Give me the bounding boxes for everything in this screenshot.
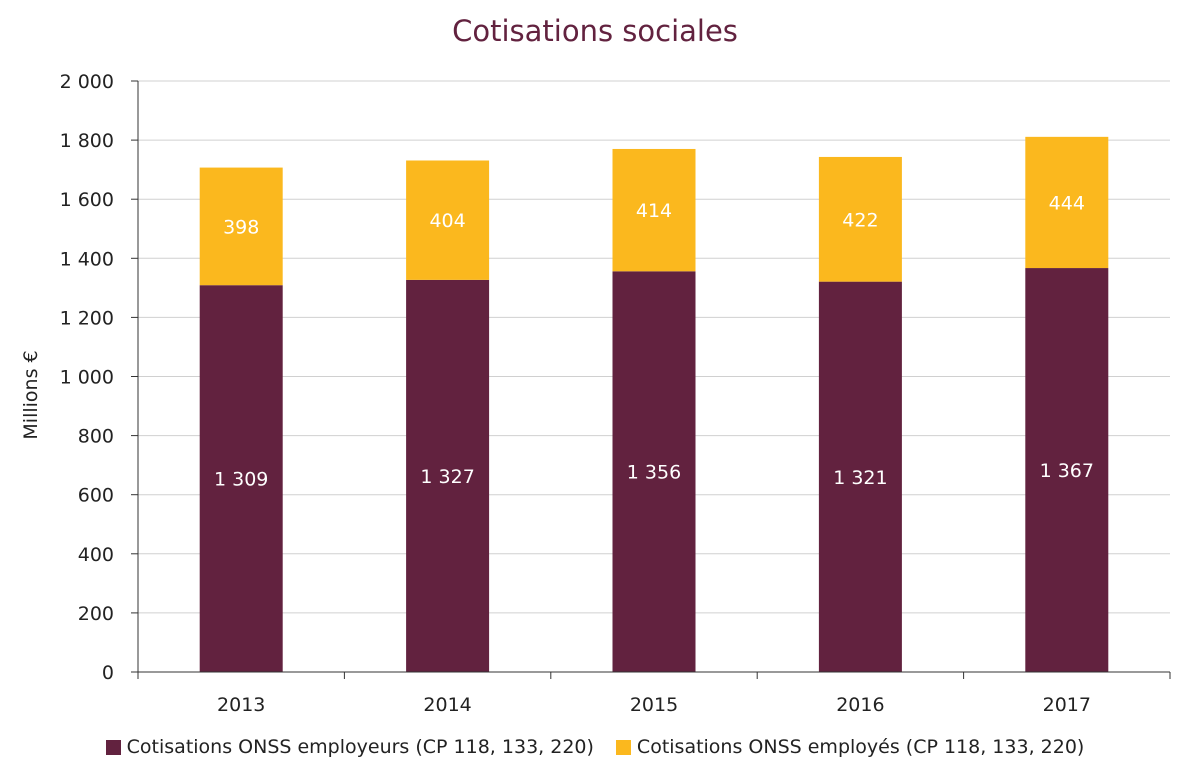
legend-label-employeurs: Cotisations ONSS employeurs (CP 118, 133… — [126, 736, 594, 758]
bars — [199, 136, 1109, 672]
bar-employes-2013 — [199, 167, 283, 286]
x-tick-label: 2015 — [630, 694, 678, 716]
data-label: 444 — [1049, 192, 1085, 214]
y-tick-label: 1 600 — [60, 189, 114, 211]
legend-swatch-employes — [615, 739, 631, 755]
data-label: 422 — [842, 209, 878, 231]
data-label: 1 309 — [214, 469, 268, 491]
y-tick-label: 1 800 — [60, 130, 114, 152]
x-tick-label: 2016 — [836, 694, 884, 716]
bar-employes-2015 — [612, 148, 696, 272]
y-tick-label: 800 — [78, 426, 114, 448]
bar-employeurs-2017 — [1025, 268, 1109, 672]
y-tick-label: 2 000 — [60, 71, 114, 93]
legend-item-employes: Cotisations ONSS employés (CP 118, 133, … — [615, 736, 1085, 758]
bar-employeurs-2013 — [199, 285, 283, 672]
x-tick-label: 2014 — [423, 694, 471, 716]
y-tick-label: 200 — [78, 603, 114, 625]
bar-employeurs-2016 — [818, 281, 902, 672]
x-tick-label: 2013 — [217, 694, 265, 716]
chart-title: Cotisations sociales — [452, 14, 738, 48]
bar-employes-2017 — [1025, 136, 1109, 269]
data-label: 404 — [429, 210, 465, 232]
y-tick-label: 600 — [78, 485, 114, 507]
legend-label-employes: Cotisations ONSS employés (CP 118, 133, … — [636, 736, 1085, 758]
bar-employeurs-2014 — [406, 279, 490, 672]
y-tick-label: 1 000 — [60, 367, 114, 389]
data-labels: 1 309 398 1 327 404 1 356 414 1 321 422 1 367 444 — [214, 192, 1094, 490]
y-tick-label: 1 200 — [60, 307, 114, 329]
y-axis-title: Millions € — [20, 350, 42, 439]
data-label: 414 — [636, 200, 672, 222]
x-tick-label: 2017 — [1043, 694, 1091, 716]
data-label: 1 356 — [627, 462, 681, 484]
data-label: 1 367 — [1040, 460, 1094, 482]
axes: 0 200 400 600 800 1 000 1 200 1 400 1 600 1 800 2 … — [60, 71, 1171, 716]
bar-employes-2014 — [406, 160, 490, 280]
data-label: 1 321 — [833, 467, 887, 489]
y-tick-label: 400 — [78, 544, 114, 566]
bar-employes-2016 — [818, 156, 902, 282]
bar-employeurs-2015 — [612, 271, 696, 672]
y-tick-label: 1 400 — [60, 248, 114, 270]
data-label: 1 327 — [420, 466, 474, 488]
y-tick-label: 0 — [102, 662, 114, 684]
legend-item-employeurs: Cotisations ONSS employeurs (CP 118, 133… — [105, 736, 594, 758]
legend: Cotisations ONSS employeurs (CP 118, 133… — [0, 736, 1190, 758]
legend-swatch-employeurs — [105, 739, 121, 755]
data-label: 398 — [223, 216, 259, 238]
